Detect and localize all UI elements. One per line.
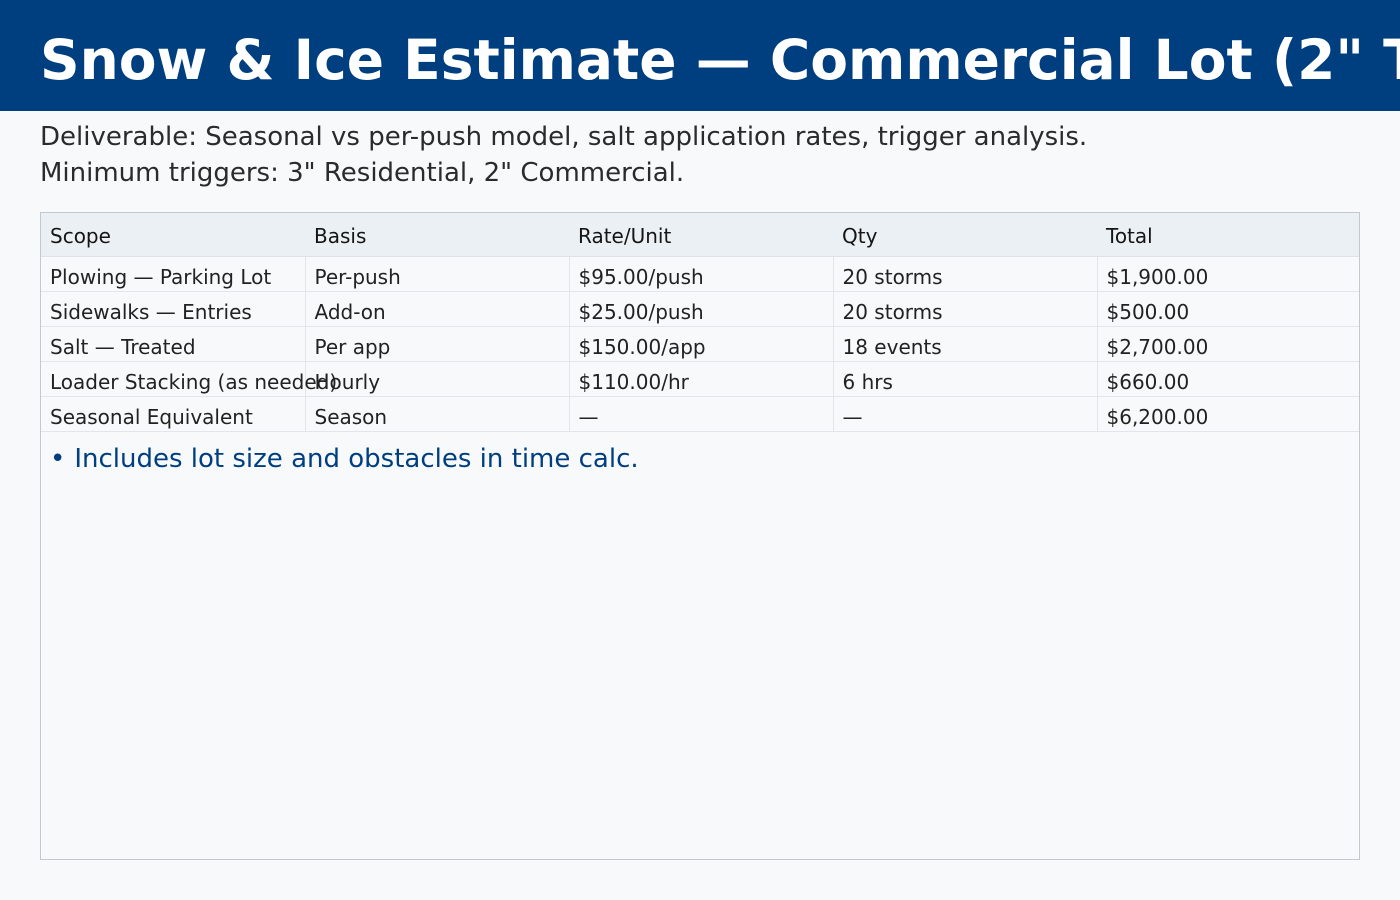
cell-total: $1,900.00 <box>1097 256 1359 292</box>
cell-rate: $150.00/app <box>569 326 834 362</box>
bullet-icon: • <box>50 444 66 474</box>
cell-total: $660.00 <box>1097 361 1359 397</box>
cell-qty: — <box>833 396 1098 432</box>
column-header-basis: Basis <box>305 213 569 257</box>
cell-basis: Add-on <box>305 291 570 327</box>
table-row: Seasonal Equivalent Season — — $6,200.00 <box>41 396 1359 432</box>
cell-scope: Sidewalks — Entries <box>41 291 306 327</box>
estimate-table: Scope Basis Rate/Unit Qty Total Plowing … <box>41 213 1359 432</box>
cell-rate: $95.00/push <box>569 256 834 292</box>
table-header-row: Scope Basis Rate/Unit Qty Total <box>41 213 1359 257</box>
estimate-panel: Scope Basis Rate/Unit Qty Total Plowing … <box>40 212 1360 860</box>
cell-total: $2,700.00 <box>1097 326 1359 362</box>
page-title: Snow & Ice Estimate — Commercial Lot (2"… <box>40 28 1400 92</box>
cell-scope: Loader Stacking (as needed) <box>41 361 337 397</box>
list-item: • Includes lot size and obstacles in time… <box>50 441 639 477</box>
table-row: Loader Stacking (as needed) Hourly $110.… <box>41 361 1359 397</box>
triggers-line: Minimum triggers: 3" Residential, 2" Com… <box>40 158 685 188</box>
column-header-total: Total <box>1097 213 1359 257</box>
note-text: Includes lot size and obstacles in time … <box>74 444 639 474</box>
column-header-scope: Scope <box>41 213 305 257</box>
table-row: Salt — Treated Per app $150.00/app 18 ev… <box>41 326 1359 362</box>
column-header-rate: Rate/Unit <box>569 213 833 257</box>
cell-rate: — <box>569 396 834 432</box>
column-header-qty: Qty <box>833 213 1097 257</box>
cell-rate: $110.00/hr <box>569 361 834 397</box>
cell-total: $500.00 <box>1097 291 1359 327</box>
cell-rate: $25.00/push <box>569 291 834 327</box>
cell-scope: Seasonal Equivalent <box>41 396 306 432</box>
deliverable-description: Deliverable: Seasonal vs per-push model,… <box>40 119 1360 191</box>
table-row: Sidewalks — Entries Add-on $25.00/push 2… <box>41 291 1359 327</box>
cell-total: $6,200.00 <box>1097 396 1359 432</box>
cell-basis: Per app <box>305 326 570 362</box>
page-header: Snow & Ice Estimate — Commercial Lot (2"… <box>0 0 1400 111</box>
cell-qty: 18 events <box>833 326 1098 362</box>
cell-basis: Hourly <box>305 361 570 397</box>
deliverable-line: Deliverable: Seasonal vs per-push model,… <box>40 122 1088 152</box>
notes-list: • Includes lot size and obstacles in time… <box>50 441 639 477</box>
table-row: Plowing — Parking Lot Per-push $95.00/pu… <box>41 256 1359 292</box>
cell-qty: 6 hrs <box>833 361 1098 397</box>
cell-basis: Per-push <box>305 256 570 292</box>
cell-scope: Plowing — Parking Lot <box>41 256 306 292</box>
cell-qty: 20 storms <box>833 291 1098 327</box>
cell-scope: Salt — Treated <box>41 326 306 362</box>
cell-qty: 20 storms <box>833 256 1098 292</box>
cell-basis: Season <box>305 396 570 432</box>
